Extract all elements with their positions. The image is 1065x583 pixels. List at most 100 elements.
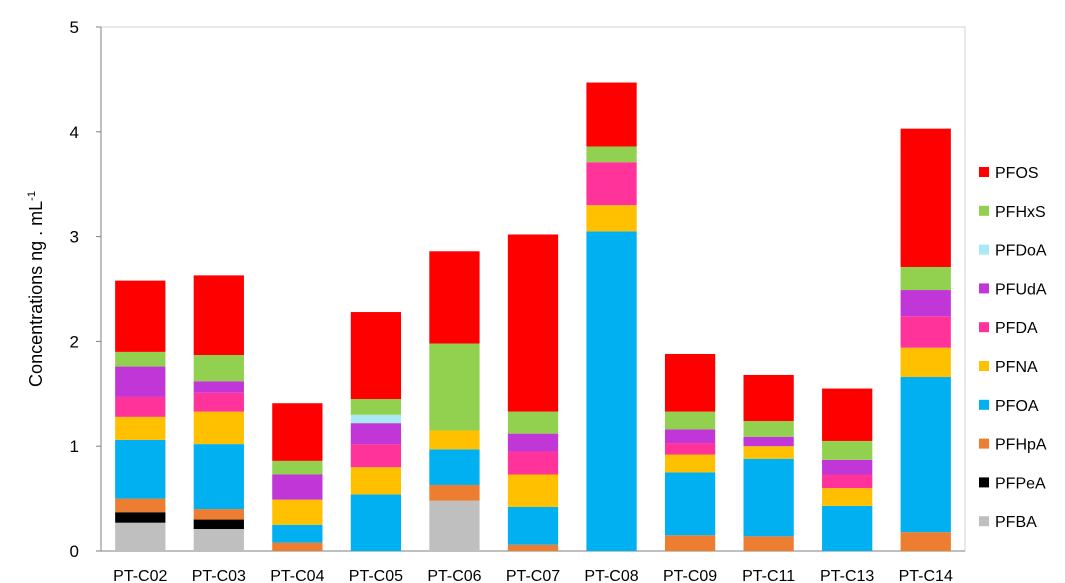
legend-label-pfba: PFBA bbox=[995, 514, 1037, 531]
x-category-label: PT-C14 bbox=[899, 568, 953, 583]
bar-segment-pfos bbox=[900, 128, 951, 267]
legend-label-pfuda: PFUdA bbox=[995, 281, 1047, 298]
bar-segment-pfpea bbox=[115, 512, 166, 523]
bar-segment-pfhxs bbox=[586, 146, 637, 163]
legend-label-pfoa: PFOA bbox=[995, 398, 1039, 415]
legend-swatch-pfos bbox=[979, 167, 989, 177]
bar-segment-pfos bbox=[115, 280, 166, 352]
bar-segment-pfos bbox=[822, 388, 873, 441]
bar-segment-pfos bbox=[429, 251, 480, 344]
bar-segment-pfhpa bbox=[743, 536, 794, 551]
bar-segment-pfos bbox=[664, 353, 716, 412]
legend-label-pfhpa: PFHpA bbox=[995, 437, 1047, 454]
legend-swatch-pfpea bbox=[979, 477, 989, 488]
legend-label-pfhxs: PFHxS bbox=[995, 204, 1046, 221]
x-category-label: PT-C02 bbox=[113, 568, 167, 583]
legend: PFOS PFHxS PFDoA PFUdA PFDA PFNA PFOA PFHpA PFPe… bbox=[979, 165, 1047, 531]
bar-segment-pfoa bbox=[586, 231, 637, 552]
bar-segment-pfda bbox=[507, 451, 559, 475]
x-category-label: PT-C06 bbox=[427, 568, 481, 583]
legend-swatch-pfoa bbox=[979, 399, 989, 410]
bar-segment-pfna bbox=[350, 467, 402, 495]
bar-segment-pfna bbox=[822, 488, 873, 506]
bar-segment-pfoa bbox=[193, 444, 244, 510]
x-category-label: PT-C09 bbox=[663, 568, 717, 583]
legend-label-pfna: PFNA bbox=[995, 359, 1038, 376]
bar-segment-pfhxs bbox=[507, 411, 559, 434]
bar-segment-pfpea bbox=[193, 519, 244, 529]
bar-segment-pfos bbox=[507, 234, 559, 412]
bar-segment-pfhxs bbox=[429, 343, 480, 431]
y-tick-label: 1 bbox=[70, 437, 79, 456]
legend-swatch-pfdoa bbox=[979, 244, 989, 255]
bar-segment-pfoa bbox=[507, 506, 559, 545]
legend-swatch-pfda bbox=[979, 322, 989, 333]
bar-segment-pfda bbox=[586, 162, 637, 206]
legend-label-pfdoa: PFDoA bbox=[995, 243, 1047, 260]
bar-segment-pfhxs bbox=[743, 421, 794, 437]
legend-label-pfpea: PFPeA bbox=[995, 475, 1046, 492]
bar-segment-pfba bbox=[115, 522, 166, 551]
bar-segment-pfba bbox=[193, 528, 244, 551]
y-tick-label: 5 bbox=[70, 18, 79, 37]
legend-swatch-pfba bbox=[979, 516, 989, 527]
bar-segment-pfuda bbox=[664, 429, 716, 444]
bar-segment-pfna bbox=[429, 430, 480, 450]
bar-segment-pfda bbox=[900, 316, 951, 348]
y-tick-label: 0 bbox=[70, 542, 79, 561]
bar-segment-pfda bbox=[193, 392, 244, 412]
bar-segment-pfoa bbox=[350, 494, 402, 551]
bar-segment-pfos bbox=[586, 82, 637, 147]
bar-segment-pfuda bbox=[115, 366, 166, 397]
bar-segment-pfhpa bbox=[193, 509, 244, 520]
x-axis-category-labels: PT-C02 PT-C03 PT-C04 PT-C05 PT-C06 PT-C07 PT-C… bbox=[113, 568, 953, 583]
bar-segment-pfhpa bbox=[507, 544, 559, 551]
legend-label-pfos: PFOS bbox=[995, 165, 1039, 182]
bar-segment-pfoa bbox=[429, 449, 480, 485]
y-axis-label: Concentrations ng . mL-1 bbox=[26, 191, 46, 387]
bar-segment-pfos bbox=[743, 374, 794, 422]
bar-segment-pfhxs bbox=[115, 351, 166, 367]
bar-segment-pfos bbox=[193, 275, 244, 356]
bar-segment-pfuda bbox=[350, 423, 402, 445]
bar-segment-pfdoa bbox=[350, 414, 402, 424]
bar-segment-pfda bbox=[115, 396, 166, 417]
bar-segment-pfhxs bbox=[272, 460, 323, 475]
bar-segment-pfoa bbox=[822, 505, 873, 551]
bar-segment-pfhxs bbox=[900, 266, 951, 291]
bar-segment-pfos bbox=[272, 403, 323, 461]
bar-segment-pfuda bbox=[900, 290, 951, 317]
bar-segment-pfhpa bbox=[900, 532, 951, 551]
bar-segment-pfoa bbox=[115, 439, 166, 499]
bar-segment-pfoa bbox=[900, 377, 951, 533]
bar-segment-pfhxs bbox=[193, 355, 244, 382]
x-category-label: PT-C05 bbox=[349, 568, 403, 583]
x-category-label: PT-C03 bbox=[192, 568, 246, 583]
x-category-label: PT-C13 bbox=[820, 568, 874, 583]
x-category-label: PT-C11 bbox=[742, 568, 795, 583]
x-category-label: PT-C07 bbox=[506, 568, 560, 583]
bar-segment-pfhpa bbox=[429, 484, 480, 501]
bar-segment-pfna bbox=[586, 205, 637, 232]
bar-segment-pfos bbox=[350, 312, 402, 400]
bar-segment-pfda bbox=[822, 474, 873, 489]
bar-segment-pfoa bbox=[664, 472, 716, 536]
bar-segment-pfuda bbox=[272, 474, 323, 500]
bar-segment-pfhpa bbox=[115, 498, 166, 513]
bar-segment-pfna bbox=[115, 416, 166, 440]
bar-segment-pfhxs bbox=[350, 399, 402, 415]
bar-segment-pfoa bbox=[743, 458, 794, 537]
y-axis-ticks: 0 1 2 3 4 5 bbox=[70, 18, 101, 561]
legend-swatch-pfna bbox=[979, 361, 989, 371]
bar-segment-pfuda bbox=[193, 381, 244, 393]
bar-segment-pfna bbox=[664, 454, 716, 473]
bar-segment-pfhxs bbox=[664, 411, 716, 430]
bar-segment-pfna bbox=[900, 347, 951, 378]
bar-segment-pfuda bbox=[822, 459, 873, 475]
legend-swatch-pfhxs bbox=[979, 205, 989, 216]
bar-segment-pfda bbox=[350, 444, 402, 468]
bar-segment-pfna bbox=[272, 499, 323, 525]
y-axis-label-text: Concentrations ng . mL bbox=[26, 201, 46, 387]
bar-segment-pfna bbox=[193, 411, 244, 445]
